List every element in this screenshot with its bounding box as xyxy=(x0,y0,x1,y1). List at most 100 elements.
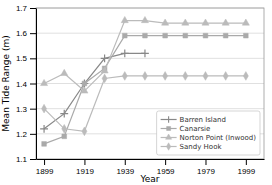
series-point xyxy=(60,110,68,118)
series-point xyxy=(122,72,127,81)
series-point xyxy=(183,33,188,38)
grid-line xyxy=(36,58,264,59)
tick: 1979 xyxy=(197,159,215,176)
series-line xyxy=(44,76,246,131)
series-point xyxy=(121,16,128,22)
legend-label: Barren Island xyxy=(180,116,226,124)
tick: 1999 xyxy=(237,159,255,176)
axis-line xyxy=(37,159,265,160)
series-point xyxy=(182,19,189,25)
grid xyxy=(36,8,264,159)
tick-label: 1.6 xyxy=(16,29,28,38)
series-point xyxy=(42,104,47,113)
legend-marker xyxy=(167,127,171,131)
plot: 1899191919391959197919991.11.21.31.41.51… xyxy=(16,4,265,176)
tick-label: 1.7 xyxy=(16,4,28,13)
series-point xyxy=(222,19,229,25)
tick-mark xyxy=(30,58,36,59)
series-point xyxy=(242,19,249,25)
tick-mark xyxy=(125,159,126,165)
tick-label: 1.1 xyxy=(16,155,28,164)
tick-mark xyxy=(205,159,206,165)
series-point xyxy=(81,87,88,93)
grid-line xyxy=(36,108,264,109)
tick: 1.5 xyxy=(16,54,36,63)
tick-label: 1979 xyxy=(197,167,215,176)
series-point xyxy=(243,72,248,81)
tick-mark xyxy=(165,159,166,165)
legend-label: Canarsie xyxy=(180,125,211,133)
legend-marker xyxy=(165,116,172,123)
legend-item: Canarsie xyxy=(161,125,211,133)
series-line xyxy=(44,53,145,129)
tick: 1.4 xyxy=(16,80,36,89)
tick-mark xyxy=(30,8,36,9)
legend: Barren IslandCanarsieNorton Point (Inwoo… xyxy=(157,111,260,155)
series-point xyxy=(163,33,168,38)
tick-label: 1939 xyxy=(116,167,134,176)
legend-marker xyxy=(166,134,172,139)
tick-label: 1999 xyxy=(237,167,255,176)
tick-mark xyxy=(246,159,247,165)
tick-label: 1.5 xyxy=(16,54,28,63)
series-point xyxy=(40,125,48,133)
series-point xyxy=(143,33,148,38)
tick-label: 1.2 xyxy=(16,130,28,139)
series-point xyxy=(203,33,208,38)
series-point xyxy=(141,49,149,57)
legend-item: Norton Point (Inwood) xyxy=(161,134,257,142)
tick: 1899 xyxy=(36,159,54,176)
series-point xyxy=(162,19,169,25)
tick: 1919 xyxy=(76,159,94,176)
tick: 1.1 xyxy=(16,155,36,164)
series-point xyxy=(42,142,47,147)
series-point xyxy=(121,49,129,57)
tick-label: 1919 xyxy=(76,167,94,176)
tick-mark xyxy=(30,33,36,34)
tick-label: 1.4 xyxy=(16,80,28,89)
y-axis: 1.1 1.2 1.3 1.4 1.5 1.6 1.7 xyxy=(16,4,37,164)
tick: 1.3 xyxy=(16,105,36,114)
plot-frame xyxy=(36,8,264,159)
series-point xyxy=(223,72,228,81)
series-point xyxy=(41,79,48,85)
tick-mark xyxy=(30,109,36,110)
series-point xyxy=(101,54,109,62)
legend-item: Sandy Hook xyxy=(161,143,223,151)
series-point xyxy=(101,67,108,73)
axis-line xyxy=(36,9,37,160)
tick-mark xyxy=(30,84,36,85)
legend-marker xyxy=(166,143,170,150)
series-point xyxy=(102,74,107,83)
series-point xyxy=(142,72,147,81)
tick-mark xyxy=(84,159,85,165)
tick-mark xyxy=(30,134,36,135)
series-point xyxy=(82,81,87,86)
tick: 1.6 xyxy=(16,29,36,38)
tick-label: 1899 xyxy=(36,167,54,176)
series-point xyxy=(202,19,209,25)
grid-line xyxy=(36,33,264,34)
chart: 1899191919391959197919991.11.21.31.41.51… xyxy=(0,0,272,185)
series-point xyxy=(122,33,127,38)
legend-label: Norton Point (Inwood) xyxy=(180,134,257,142)
legend-label: Sandy Hook xyxy=(180,143,223,151)
series-point xyxy=(223,33,228,38)
series-line xyxy=(44,21,246,91)
series-point xyxy=(203,72,208,81)
series-point xyxy=(141,16,148,22)
series-point xyxy=(62,134,67,139)
legend-box xyxy=(157,111,260,155)
tick: 1.7 xyxy=(16,4,36,13)
grid-line xyxy=(36,83,264,84)
tick-mark xyxy=(44,159,45,165)
series-point xyxy=(183,72,188,81)
series-point xyxy=(82,127,87,136)
y-axis-title: Mean Tide Range (m) xyxy=(1,35,11,131)
series-point xyxy=(62,124,67,133)
legend-item: Barren Island xyxy=(161,116,226,124)
tick-label: 1.3 xyxy=(16,105,28,114)
tick-mark xyxy=(30,159,36,160)
series-point xyxy=(163,72,168,81)
series-point xyxy=(61,69,68,75)
